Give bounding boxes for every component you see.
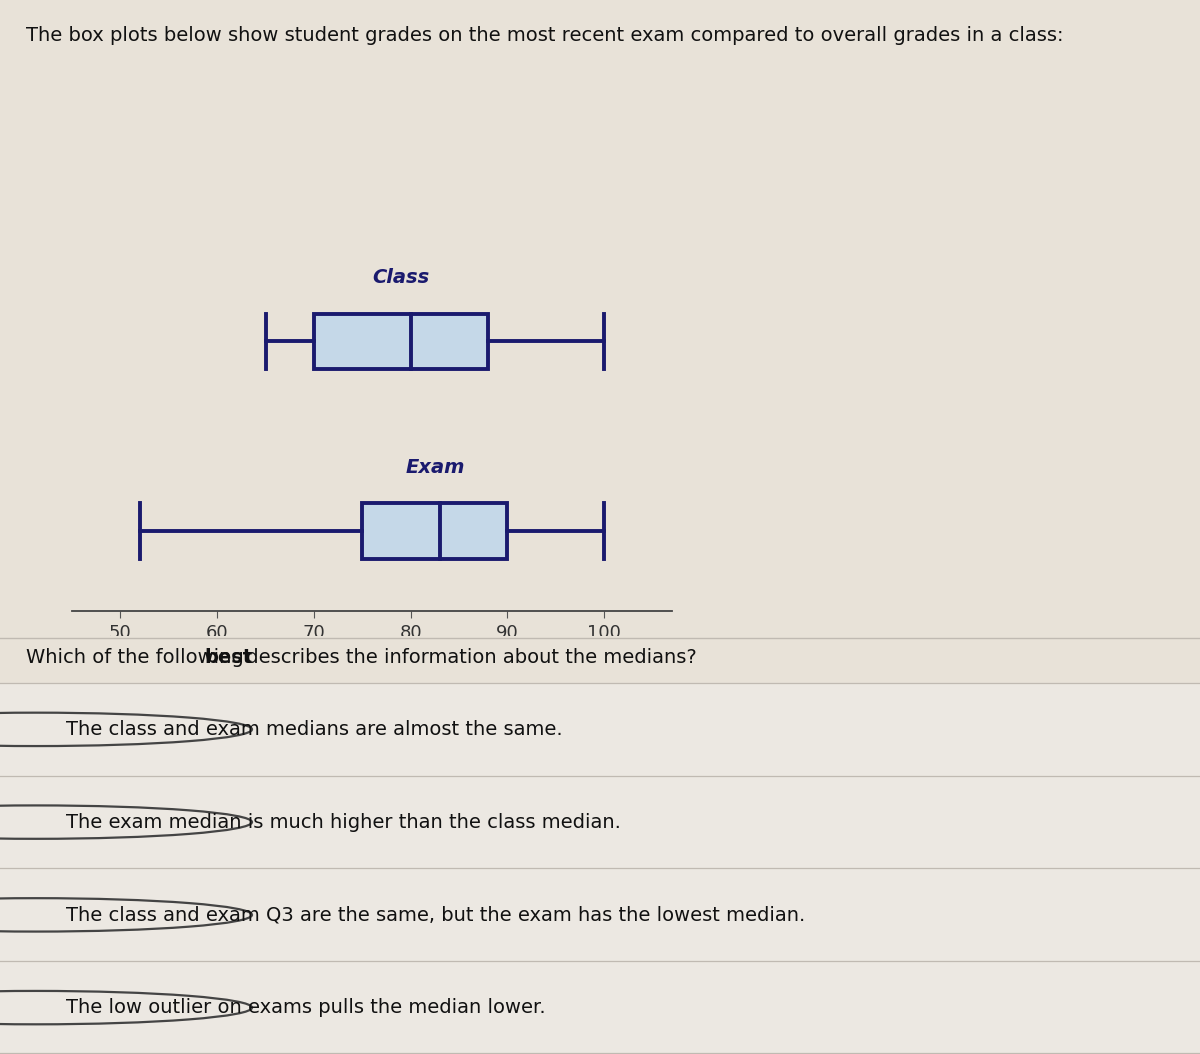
Text: The low outlier on exams pulls the median lower.: The low outlier on exams pulls the media…	[66, 998, 546, 1017]
Text: The box plots below show student grades on the most recent exam compared to over: The box plots below show student grades …	[26, 26, 1064, 45]
Text: The exam median is much higher than the class median.: The exam median is much higher than the …	[66, 813, 620, 832]
Bar	[314, 314, 488, 369]
Text: best: best	[204, 648, 252, 667]
Text: The class and exam Q3 are the same, but the exam has the lowest median.: The class and exam Q3 are the same, but …	[66, 905, 805, 924]
Text: Class: Class	[372, 269, 430, 288]
Text: The class and exam medians are almost the same.: The class and exam medians are almost th…	[66, 720, 563, 739]
Text: Which of the following: Which of the following	[26, 648, 251, 667]
Text: Exam: Exam	[406, 458, 464, 477]
Bar	[362, 504, 508, 559]
Text: describes the information about the medians?: describes the information about the medi…	[240, 648, 697, 667]
